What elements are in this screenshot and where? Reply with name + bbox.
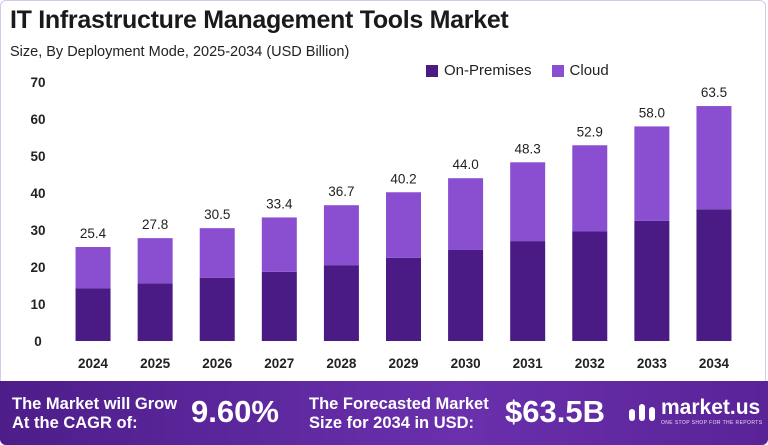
legend-swatch-on-premises [426, 64, 438, 77]
cagr-value: 9.60% [191, 394, 279, 429]
bar-total-label: 48.3 [515, 141, 541, 156]
brand-tagline: ONE STOP SHOP FOR THE REPORTS [661, 420, 763, 426]
bar-total-label: 30.5 [204, 207, 230, 222]
bar-cloud-2032 [572, 145, 608, 232]
brand-name: market.us [661, 396, 761, 419]
x-tick-label: 2033 [637, 356, 668, 371]
cagr-label: The Market will Grow At the CAGR of: [12, 395, 177, 433]
x-tick-label: 2028 [326, 356, 357, 371]
bar-cloud-2027 [261, 217, 297, 272]
bar-cloud-2033 [634, 126, 670, 221]
forecast-label-line2: Size for 2034 in USD: [309, 414, 475, 432]
bar-total-label: 27.8 [142, 217, 168, 232]
x-tick-label: 2024 [78, 356, 109, 371]
cagr-label-line2: At the CAGR of: [12, 414, 138, 432]
y-tick-label: 30 [30, 223, 45, 238]
market-us-logo-icon [629, 404, 655, 421]
forecast-label-line1: The Forecasted Market [309, 395, 489, 413]
brand-logo: market.us ONE STOP SHOP FOR THE REPORTS [628, 396, 763, 426]
bar-on-premises-2030 [448, 249, 484, 341]
bar-on-premises-2028 [323, 265, 359, 341]
footer-banner: The Market will Grow At the CAGR of: 9.6… [0, 381, 768, 445]
y-tick-label: 60 [30, 112, 45, 127]
bar-total-label: 44.0 [452, 157, 478, 172]
y-tick-label: 0 [34, 334, 42, 349]
bar-total-label: 36.7 [328, 184, 354, 199]
bar-total-label: 33.4 [266, 196, 293, 211]
bar-cloud-2034 [696, 106, 732, 210]
x-tick-label: 2031 [513, 356, 544, 371]
bar-on-premises-2033 [634, 220, 670, 341]
y-tick-label: 40 [30, 186, 45, 201]
y-tick-label: 50 [30, 149, 45, 164]
bar-on-premises-2027 [261, 271, 297, 341]
x-tick-label: 2034 [699, 356, 730, 371]
bar-cloud-2029 [386, 192, 421, 258]
bar-total-label: 25.4 [80, 226, 107, 241]
bar-total-label: 63.5 [701, 85, 727, 100]
bar-cloud-2025 [137, 238, 173, 284]
chart-subtitle: Size, By Deployment Mode, 2025-2034 (USD… [10, 44, 350, 60]
legend-label-cloud: Cloud [569, 62, 609, 79]
forecast-value: $63.5B [505, 394, 605, 429]
x-tick-label: 2030 [451, 356, 481, 371]
bar-total-label: 52.9 [577, 124, 603, 139]
x-tick-label: 2026 [202, 356, 233, 371]
x-tick-label: 2027 [264, 356, 294, 371]
chart-legend: On-Premises Cloud [426, 62, 609, 79]
y-tick-label: 10 [30, 297, 45, 312]
chart-title: IT Infrastructure Management Tools Marke… [10, 6, 509, 34]
x-tick-label: 2032 [575, 356, 605, 371]
x-tick-label: 2029 [388, 356, 418, 371]
bar-total-label: 40.2 [390, 171, 416, 186]
bar-on-premises-2024 [75, 288, 111, 341]
y-tick-label: 20 [30, 260, 45, 275]
bar-total-label: 58.0 [639, 105, 665, 120]
legend-item-cloud: Cloud [551, 62, 609, 79]
legend-item-on-premises: On-Premises [426, 62, 532, 79]
legend-swatch-cloud [551, 64, 564, 77]
bar-on-premises-2031 [510, 241, 546, 341]
forecast-label: The Forecasted Market Size for 2034 in U… [309, 395, 489, 433]
bar-on-premises-2032 [572, 231, 608, 341]
legend-label-on-premises: On-Premises [444, 62, 532, 79]
bar-on-premises-2034 [696, 209, 732, 341]
bar-cloud-2026 [199, 228, 235, 278]
bar-cloud-2028 [323, 205, 359, 266]
bar-on-premises-2026 [199, 277, 235, 341]
bar-on-premises-2025 [137, 283, 173, 341]
bar-chart: 01020304050607025.4202427.8202530.520263… [30, 75, 732, 371]
bar-cloud-2024 [75, 247, 111, 289]
cagr-label-line1: The Market will Grow [12, 395, 178, 413]
x-tick-label: 2025 [140, 356, 171, 371]
bar-cloud-2030 [448, 178, 484, 250]
bar-cloud-2031 [510, 162, 546, 242]
bar-on-premises-2029 [386, 257, 421, 341]
y-tick-label: 70 [30, 75, 45, 90]
